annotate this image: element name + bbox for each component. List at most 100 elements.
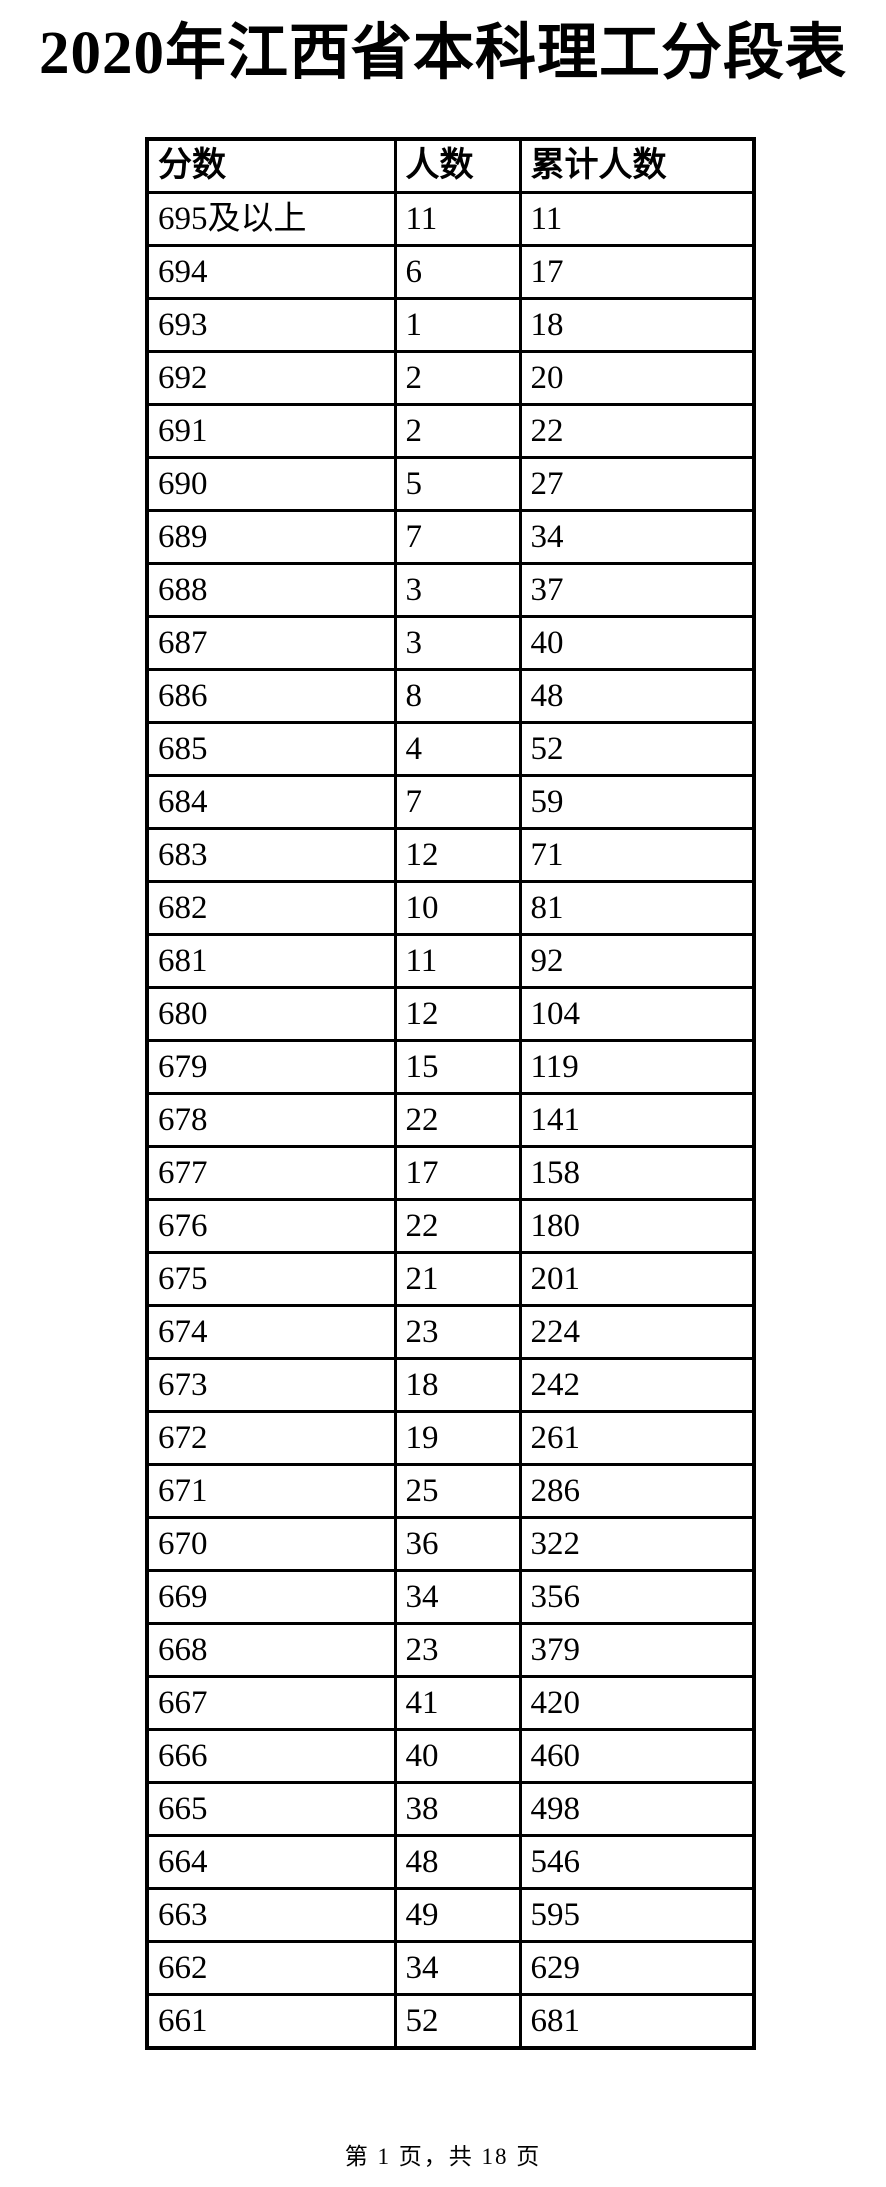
- cumulative-cell: 141: [518, 1092, 756, 1148]
- count-cell: 49: [393, 1887, 522, 1943]
- cumulative-cell: 356: [518, 1569, 756, 1625]
- count-cell: 41: [393, 1675, 522, 1731]
- cumulative-cell: 71: [518, 827, 756, 883]
- count-cell: 11: [393, 191, 522, 247]
- cumulative-cell: 17: [518, 244, 756, 300]
- count-cell: 18: [393, 1357, 522, 1413]
- count-cell: 2: [393, 350, 522, 406]
- table-row: 661 52 681: [145, 1993, 756, 2050]
- count-cell: 17: [393, 1145, 522, 1201]
- count-cell: 52: [393, 1993, 522, 2050]
- table-row: 694 6 17: [145, 244, 756, 300]
- header-score: 分数: [145, 137, 397, 194]
- table-row: 687 3 40: [145, 615, 756, 671]
- score-cell: 689: [145, 509, 397, 565]
- score-cell: 683: [145, 827, 397, 883]
- count-cell: 22: [393, 1198, 522, 1254]
- cumulative-cell: 37: [518, 562, 756, 618]
- score-table-body: 695及以上 11 11 694 6 17 693 1 18 692 2 20 691 2 22 690 5 27…: [145, 191, 756, 2050]
- table-row: 679 15 119: [145, 1039, 756, 1095]
- score-cell: 686: [145, 668, 397, 724]
- count-cell: 25: [393, 1463, 522, 1519]
- cumulative-cell: 52: [518, 721, 756, 777]
- count-cell: 36: [393, 1516, 522, 1572]
- score-cell: 690: [145, 456, 397, 512]
- score-cell: 693: [145, 297, 397, 353]
- table-row: 665 38 498: [145, 1781, 756, 1837]
- table-row: 671 25 286: [145, 1463, 756, 1519]
- header-count: 人数: [393, 137, 522, 194]
- score-cell: 673: [145, 1357, 397, 1413]
- count-cell: 48: [393, 1834, 522, 1890]
- score-cell: 674: [145, 1304, 397, 1360]
- count-cell: 4: [393, 721, 522, 777]
- table-row: 664 48 546: [145, 1834, 756, 1890]
- table-row: 668 23 379: [145, 1622, 756, 1678]
- count-cell: 19: [393, 1410, 522, 1466]
- table-row: 662 34 629: [145, 1940, 756, 1996]
- count-cell: 1: [393, 297, 522, 353]
- cumulative-cell: 460: [518, 1728, 756, 1784]
- count-cell: 3: [393, 615, 522, 671]
- cumulative-cell: 180: [518, 1198, 756, 1254]
- count-cell: 7: [393, 774, 522, 830]
- table-row: 663 49 595: [145, 1887, 756, 1943]
- count-cell: 15: [393, 1039, 522, 1095]
- score-cell: 695及以上: [145, 191, 397, 247]
- count-cell: 5: [393, 456, 522, 512]
- count-cell: 22: [393, 1092, 522, 1148]
- score-cell: 665: [145, 1781, 397, 1837]
- table-row: 667 41 420: [145, 1675, 756, 1731]
- count-cell: 38: [393, 1781, 522, 1837]
- cumulative-cell: 40: [518, 615, 756, 671]
- score-cell: 682: [145, 880, 397, 936]
- cumulative-cell: 81: [518, 880, 756, 936]
- cumulative-cell: 158: [518, 1145, 756, 1201]
- score-cell: 684: [145, 774, 397, 830]
- count-cell: 21: [393, 1251, 522, 1307]
- score-cell: 670: [145, 1516, 397, 1572]
- score-cell: 664: [145, 1834, 397, 1890]
- cumulative-cell: 22: [518, 403, 756, 459]
- count-cell: 3: [393, 562, 522, 618]
- score-cell: 661: [145, 1993, 397, 2050]
- count-cell: 40: [393, 1728, 522, 1784]
- table-row: 678 22 141: [145, 1092, 756, 1148]
- score-cell: 666: [145, 1728, 397, 1784]
- score-cell: 677: [145, 1145, 397, 1201]
- cumulative-cell: 379: [518, 1622, 756, 1678]
- table-row: 683 12 71: [145, 827, 756, 883]
- table-row: 686 8 48: [145, 668, 756, 724]
- table-row: 681 11 92: [145, 933, 756, 989]
- cumulative-cell: 322: [518, 1516, 756, 1572]
- score-cell: 694: [145, 244, 397, 300]
- count-cell: 12: [393, 827, 522, 883]
- cumulative-cell: 27: [518, 456, 756, 512]
- score-cell: 663: [145, 1887, 397, 1943]
- cumulative-cell: 92: [518, 933, 756, 989]
- table-row: 684 7 59: [145, 774, 756, 830]
- table-row: 688 3 37: [145, 562, 756, 618]
- score-cell: 676: [145, 1198, 397, 1254]
- score-cell: 692: [145, 350, 397, 406]
- score-cell: 685: [145, 721, 397, 777]
- score-cell: 679: [145, 1039, 397, 1095]
- table-row: 693 1 18: [145, 297, 756, 353]
- table-row: 666 40 460: [145, 1728, 756, 1784]
- page-title: 2020年江西省本科理工分段表: [38, 20, 847, 87]
- score-cell: 681: [145, 933, 397, 989]
- table-row: 677 17 158: [145, 1145, 756, 1201]
- header-cumulative: 累计人数: [518, 137, 756, 194]
- count-cell: 34: [393, 1940, 522, 1996]
- score-cell: 691: [145, 403, 397, 459]
- cumulative-cell: 11: [518, 191, 756, 247]
- score-cell: 680: [145, 986, 397, 1042]
- cumulative-cell: 286: [518, 1463, 756, 1519]
- score-cell: 671: [145, 1463, 397, 1519]
- page-footer: 第 1 页，共 18 页: [344, 2144, 542, 2169]
- count-cell: 12: [393, 986, 522, 1042]
- table-row: 682 10 81: [145, 880, 756, 936]
- score-cell: 672: [145, 1410, 397, 1466]
- cumulative-cell: 20: [518, 350, 756, 406]
- table-row: 689 7 34: [145, 509, 756, 565]
